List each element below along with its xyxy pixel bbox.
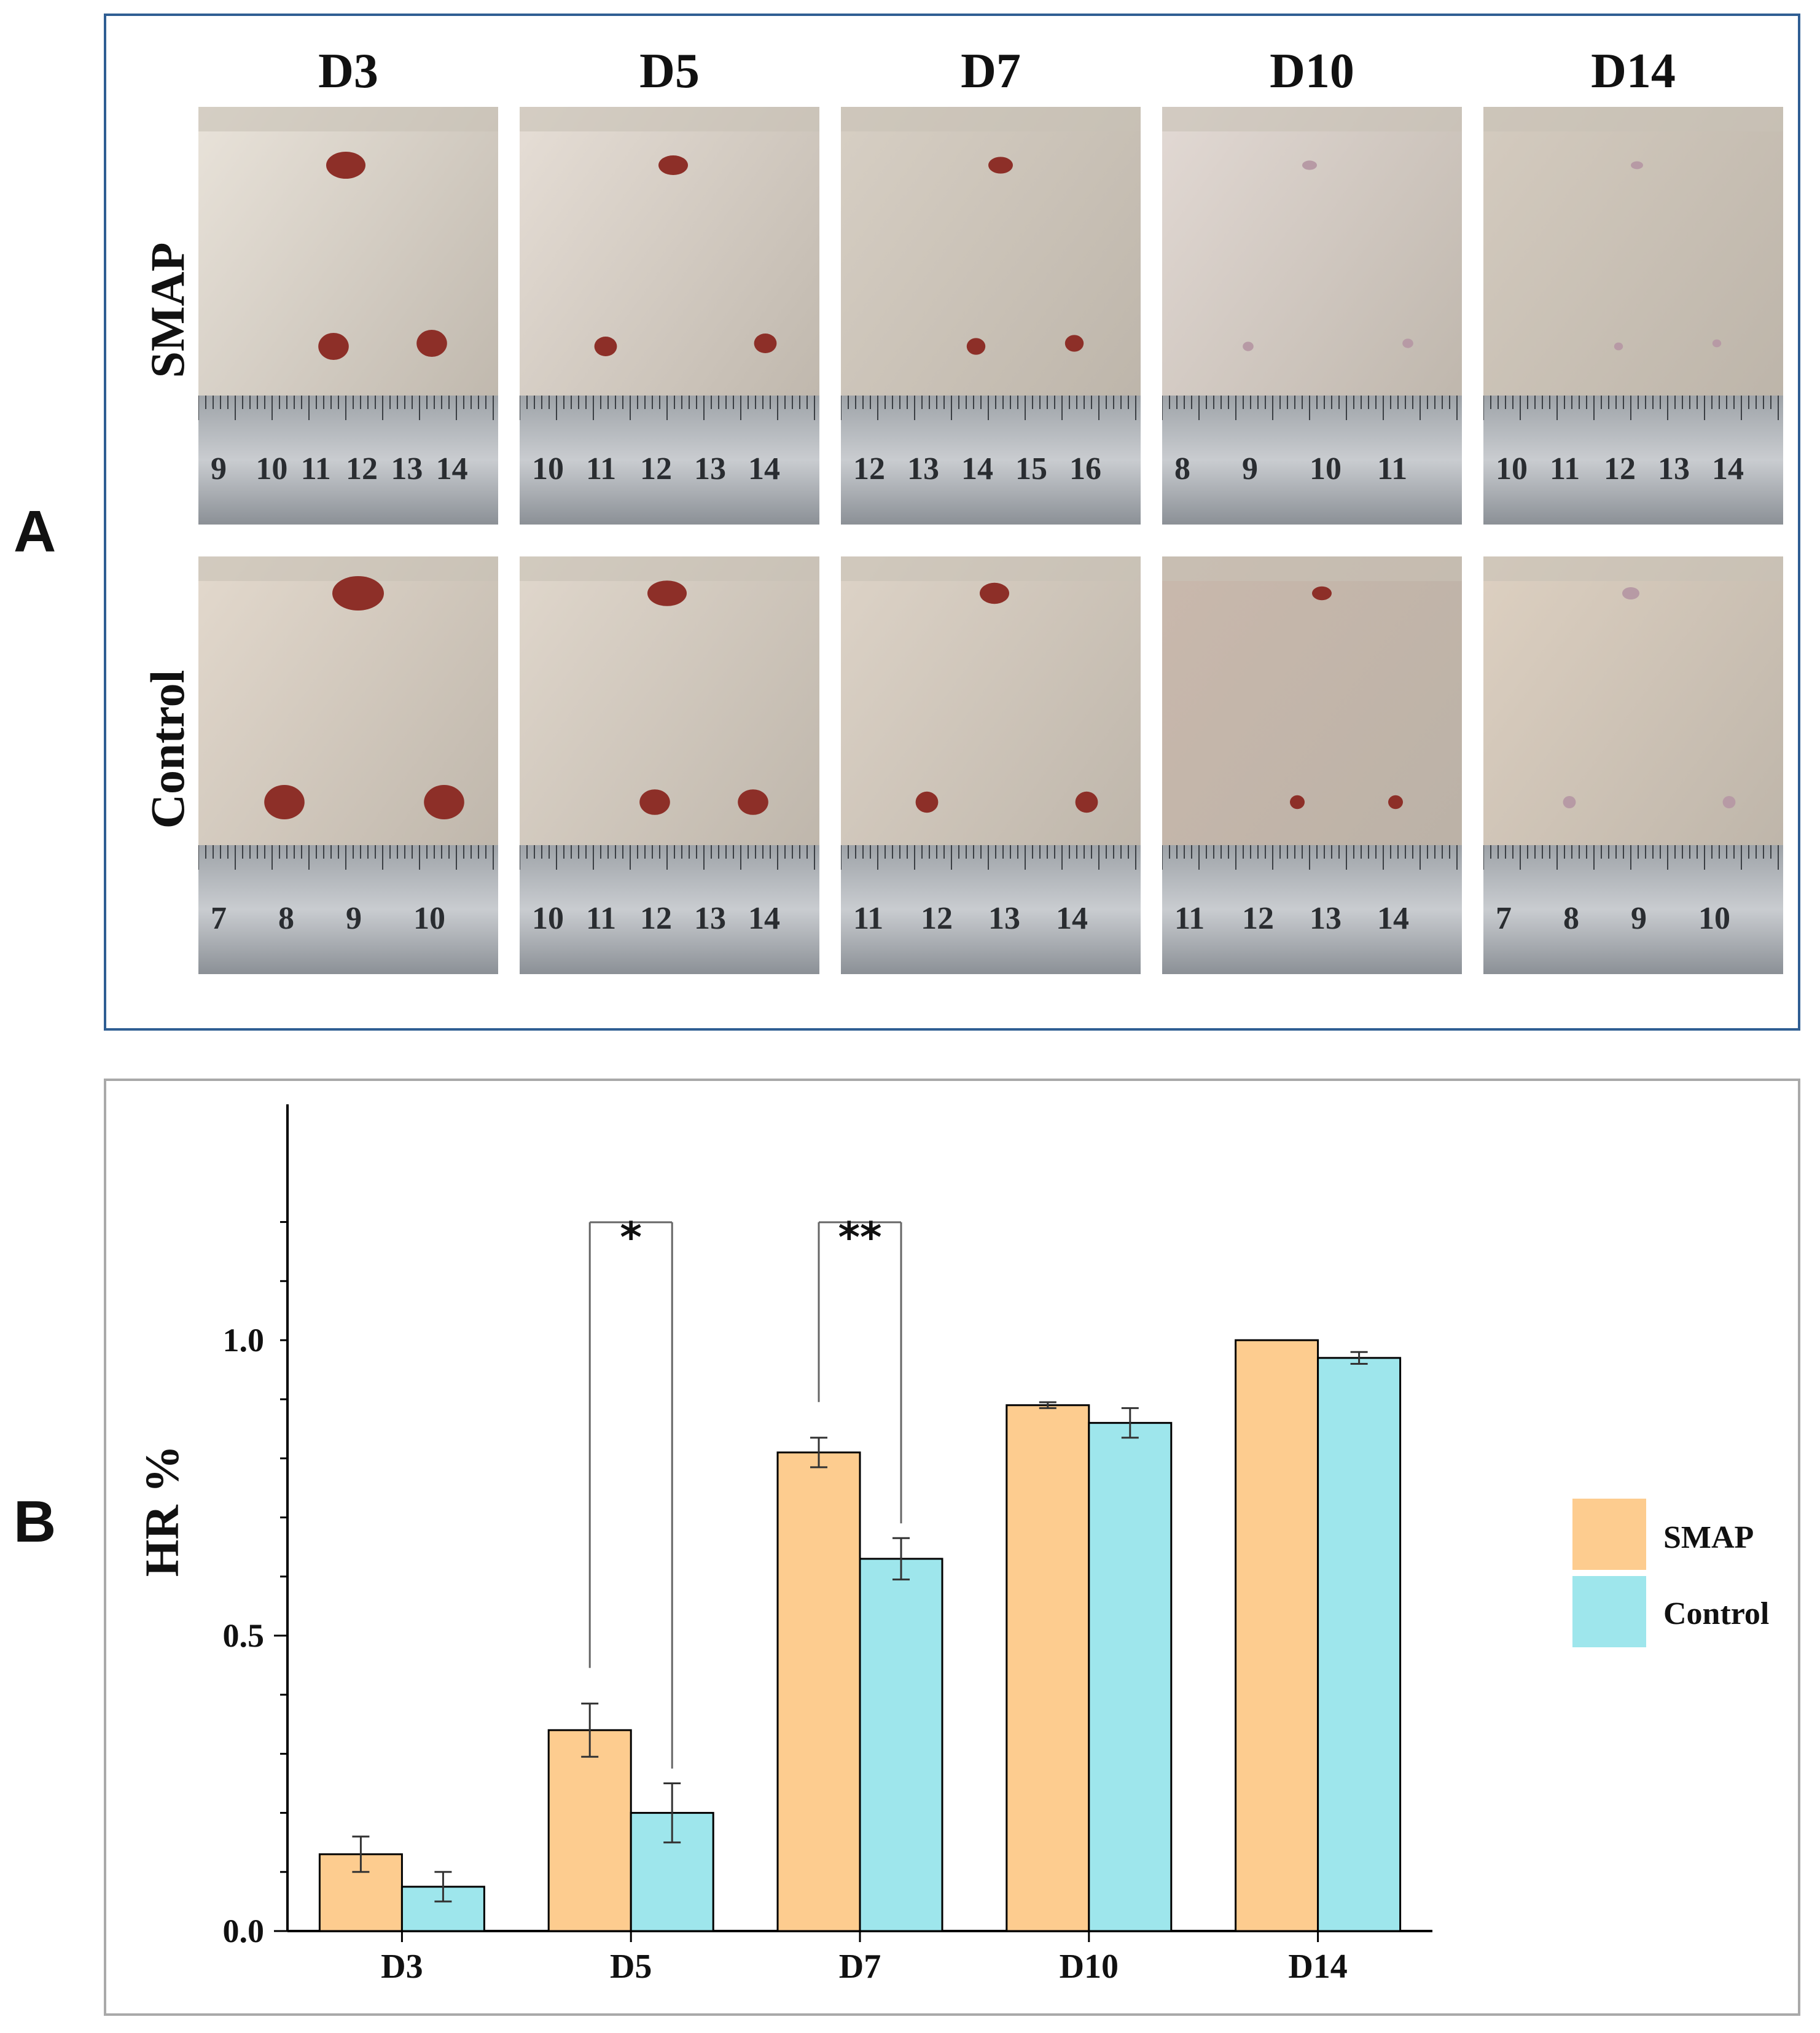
ruler-number: 13: [1310, 901, 1342, 936]
bar-control-d10: [1088, 1422, 1173, 1932]
ruler-number: 12: [1242, 901, 1274, 936]
bar-smap-d7: [776, 1451, 861, 1932]
ruler-number: 10: [532, 901, 564, 936]
day-label-d5: D5: [639, 44, 700, 98]
y-tick-label: 0.5: [223, 1617, 265, 1654]
ruler-number: 11: [1174, 901, 1205, 936]
ruler-number: 7: [1496, 901, 1512, 936]
wound-photo-control-d3: 7 8 9 10: [198, 556, 498, 974]
x-tick-label-d3: D3: [381, 1948, 423, 1986]
ruler-number: 14: [1377, 901, 1409, 936]
ruler-number: 11: [586, 901, 617, 936]
legend-swatch-smap: [1572, 1499, 1646, 1570]
ruler-number: 15: [1015, 451, 1047, 486]
ruler-number: 11: [1550, 451, 1580, 486]
legend-swatch-control: [1572, 1576, 1646, 1647]
wound-photo-control-d5: 10 11 12 13 14: [520, 556, 819, 974]
bar-smap-d5: [547, 1729, 632, 1932]
panel-a-letter: A: [14, 499, 57, 564]
ruler-number: 14: [1056, 901, 1088, 936]
ruler-number: 12: [1604, 451, 1636, 486]
ruler-number: 14: [961, 451, 993, 486]
legend-label-control: Control: [1663, 1596, 1770, 1631]
ruler-number: 12: [921, 901, 953, 936]
legend-label-smap: SMAP: [1663, 1520, 1754, 1555]
day-label-d7: D7: [961, 44, 1021, 98]
ruler-number: 14: [748, 451, 780, 486]
x-tick-label-d7: D7: [839, 1948, 881, 1986]
y-tick-label: 0.0: [223, 1913, 265, 1949]
bar-smap-d10: [1006, 1404, 1090, 1932]
ruler-number: 8: [278, 901, 294, 936]
ruler-number: 13: [391, 451, 423, 486]
ruler-number: 12: [640, 901, 672, 936]
ruler-number: 11: [853, 901, 884, 936]
ruler-number: 11: [586, 451, 617, 486]
ruler-number: 13: [907, 451, 939, 486]
bar-control-d7: [859, 1558, 943, 1932]
ruler-number: 13: [988, 901, 1020, 936]
x-tick-label-d5: D5: [610, 1948, 652, 1986]
ruler-number: 12: [853, 451, 885, 486]
wound-photo-control-d14: 7 8 9 10: [1483, 556, 1783, 974]
ruler-number: 10: [532, 451, 564, 486]
wound-photo-smap-d3: 9 10 11 12 13 14: [198, 107, 498, 525]
wound-photo-smap-d10: 8 9 10 11: [1162, 107, 1462, 525]
ruler-number: 9: [1631, 901, 1647, 936]
ruler-number: 16: [1069, 451, 1101, 486]
wound-photo-control-d7: 11 12 13 14: [841, 556, 1141, 974]
ruler-number: 7: [211, 901, 227, 936]
ruler-number: 9: [346, 901, 362, 936]
ruler-number: 11: [1377, 451, 1408, 486]
wound-photo-smap-d7: 12 13 14 15 16: [841, 107, 1141, 525]
wound-photo-control-d10: 11 12 13 14: [1162, 556, 1462, 974]
ruler-number: 12: [640, 451, 672, 486]
ruler-number: 9: [1242, 451, 1258, 486]
ruler-number: 13: [1658, 451, 1690, 486]
day-label-d3: D3: [318, 44, 378, 98]
ruler-number: 10: [1698, 901, 1730, 936]
ruler-number: 10: [1310, 451, 1342, 486]
ruler-number: 10: [413, 901, 445, 936]
panel-a-photo-grid: D3 D5 D7 D10 D14 SMAP Control 9 10 11 12 13 1…: [104, 14, 1800, 1031]
ruler-number: 9: [211, 451, 227, 486]
x-tick-label-d10: D10: [1060, 1948, 1119, 1986]
x-tick-label-d14: D14: [1288, 1948, 1347, 1986]
ruler-number: 10: [256, 451, 288, 486]
ruler-number: 8: [1563, 901, 1579, 936]
panel-b-chart-frame: [104, 1079, 1800, 2016]
bar-smap-d14: [1235, 1339, 1319, 1932]
ruler-number: 13: [694, 451, 726, 486]
ruler-number: 12: [346, 451, 378, 486]
bar-control-d14: [1317, 1357, 1402, 1932]
significance-label: *: [620, 1214, 642, 1262]
panel-b-letter: B: [14, 1489, 57, 1555]
y-tick-label: 1.0: [223, 1322, 265, 1359]
ruler-number: 13: [694, 901, 726, 936]
ruler-number: 8: [1174, 451, 1190, 486]
ruler-number: 10: [1496, 451, 1528, 486]
y-axis-title: HR %: [135, 1445, 189, 1577]
ruler-number: 14: [435, 451, 468, 486]
day-label-d14: D14: [1591, 44, 1676, 98]
day-label-d10: D10: [1270, 44, 1354, 98]
wound-photo-smap-d5: 10 11 12 13 14: [520, 107, 819, 525]
wound-photo-smap-d14: 10 11 12 13 14: [1483, 107, 1783, 525]
significance-label: **: [838, 1214, 881, 1262]
ruler-number: 11: [300, 451, 331, 486]
ruler-number: 14: [1712, 451, 1744, 486]
ruler-number: 14: [748, 901, 780, 936]
